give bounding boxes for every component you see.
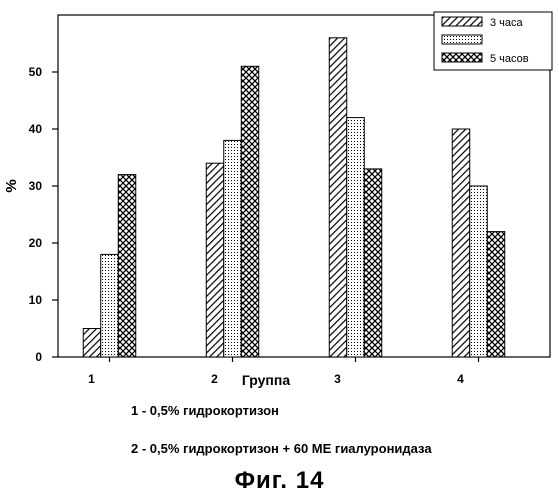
legend-label-3: 5 часов bbox=[490, 53, 529, 65]
note-group-2: 2 - 0,5% гидрокортизон + 60 МЕ гиалурони… bbox=[131, 441, 432, 456]
x-tick-label: 1 bbox=[88, 372, 95, 386]
bar-chart: 0 10 20 30 40 50 1 2 3 4 % Группа 3 часа 5 часов bbox=[0, 0, 559, 460]
bar-series-2-group-4 bbox=[470, 186, 488, 357]
y-tick-label: 0 bbox=[35, 350, 42, 364]
y-tick-label: 50 bbox=[29, 65, 43, 79]
x-axis-label: Группа bbox=[242, 372, 290, 388]
bar-series-3-group-2 bbox=[241, 66, 259, 357]
bar-series-2-group-3 bbox=[347, 118, 365, 357]
bar-series-1-group-4 bbox=[452, 129, 470, 357]
bar-series-3-group-1 bbox=[118, 175, 136, 357]
note-group-1: 1 - 0,5% гидрокортизон bbox=[131, 403, 279, 418]
legend-swatch-1 bbox=[442, 17, 482, 26]
bar-series-1-group-3 bbox=[329, 38, 347, 357]
legend-swatch-2 bbox=[442, 35, 482, 44]
bar-series-1-group-1 bbox=[83, 329, 101, 358]
bar-series-2-group-1 bbox=[101, 254, 119, 357]
bar-series-2-group-2 bbox=[224, 140, 242, 357]
legend: 3 часа 5 часов bbox=[434, 12, 552, 70]
x-tick-label: 2 bbox=[211, 372, 218, 386]
bar-series-3-group-4 bbox=[487, 232, 505, 357]
y-tick-label: 20 bbox=[29, 236, 43, 250]
y-tick-label: 40 bbox=[29, 122, 43, 136]
x-tick-label: 3 bbox=[334, 372, 341, 386]
figure-caption: Фиг. 14 bbox=[0, 467, 559, 495]
legend-swatch-3 bbox=[442, 53, 482, 62]
y-tick-label: 30 bbox=[29, 179, 43, 193]
bar-series-3-group-3 bbox=[364, 169, 382, 357]
x-tick-label: 4 bbox=[457, 372, 464, 386]
y-axis-label: % bbox=[3, 179, 20, 192]
bar-series-1-group-2 bbox=[206, 163, 224, 357]
legend-label-1: 3 часа bbox=[490, 17, 524, 29]
y-tick-label: 10 bbox=[29, 293, 43, 307]
